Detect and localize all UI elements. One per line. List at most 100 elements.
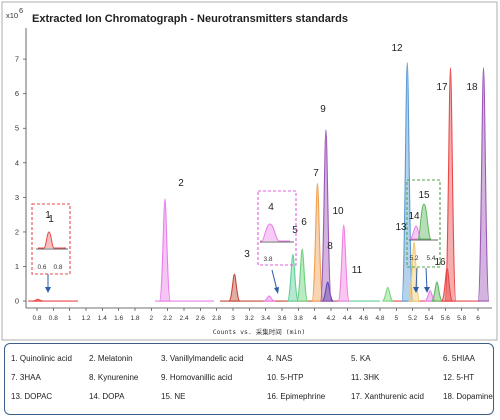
- x-tick-label: 1: [68, 315, 72, 322]
- x-tick-label: 4.2: [326, 315, 335, 322]
- peak-label-17: 17: [436, 82, 448, 93]
- legend-item: 11. 3HK: [351, 373, 380, 382]
- peak-label-3: 3: [244, 249, 250, 260]
- inset-4-peak: [260, 223, 290, 242]
- legend-item: 12. 5-HT: [443, 373, 475, 382]
- legend-item: 6. 5HIAA: [443, 354, 476, 363]
- x-tick-label: 3: [231, 315, 235, 322]
- legend-item: 1. Quinolinic acid: [11, 354, 72, 363]
- peak-label-5: 5: [292, 225, 298, 236]
- legend-item: 14. DOPA: [89, 392, 125, 401]
- x-axis-label: Counts vs. 采集时间 (min): [213, 327, 306, 336]
- y-tick-label: 1: [15, 262, 19, 271]
- x-tick-label: 2.6: [196, 315, 205, 322]
- chart-title: Extracted Ion Chromatograph - Neurotrans…: [32, 13, 348, 25]
- inset-15-label: 15: [418, 190, 430, 201]
- x-tick-label: 3.6: [277, 315, 286, 322]
- peak-15: [430, 281, 443, 302]
- inset-1-box: [31, 203, 71, 275]
- peak-17: [444, 67, 457, 302]
- peak-10: [337, 224, 350, 302]
- peak-label-7: 7: [313, 168, 319, 179]
- inset-14-15-tick: 5.4: [426, 255, 435, 262]
- inset-4-box: [257, 190, 297, 266]
- x-tick-label: 1.6: [114, 315, 123, 322]
- y-tick-label: 7: [15, 55, 19, 64]
- inset-14-15-box: [406, 179, 441, 268]
- inset-4-arrow: [271, 269, 278, 291]
- x-tick-label: 5.8: [457, 315, 466, 322]
- legend-item: 10. 5-HTP: [267, 373, 304, 382]
- legend-item: 8. Kynurenine: [89, 373, 139, 382]
- peak-5: [286, 253, 299, 302]
- peak-6: [296, 248, 309, 302]
- legend-item: 15. NE: [161, 392, 186, 401]
- peak-label-1: 1: [45, 210, 51, 221]
- x-tick-label: 1.4: [98, 315, 107, 322]
- legend-item: 7. 3HAA: [11, 373, 41, 382]
- x-tick-label: 2.8: [212, 315, 221, 322]
- peak-9: [319, 129, 332, 302]
- inset-4-tick: 3.8: [263, 256, 272, 263]
- x-tick-label: 4.4: [343, 315, 352, 322]
- legend-item: 13. DOPAC: [11, 392, 53, 401]
- x-tick-label: 3.8: [294, 315, 303, 322]
- peak-label-18: 18: [466, 82, 478, 93]
- peak-8: [321, 281, 334, 302]
- inset-14-15-tick: 5.2: [409, 255, 418, 262]
- x-tick-label: 2.4: [179, 315, 188, 322]
- peak-label-8: 8: [327, 241, 333, 252]
- inset-1-label: 1: [48, 214, 54, 225]
- peak-4: [263, 295, 275, 302]
- peak-label-12: 12: [391, 43, 403, 54]
- inset-14-arrowhead: [413, 287, 419, 293]
- x-tick-label: 6: [476, 315, 480, 322]
- peak-label-6: 6: [301, 217, 307, 228]
- peak-label-2: 2: [178, 178, 184, 189]
- peak-7: [311, 183, 324, 302]
- x-tick-label: 3.4: [261, 315, 270, 322]
- peak-3: [228, 273, 241, 302]
- x-tick-label: 5.6: [441, 315, 450, 322]
- inset-4-arrowhead: [274, 287, 279, 294]
- y-tick-label: 0: [15, 297, 19, 306]
- peak-18: [477, 67, 490, 302]
- x-tick-label: 4.8: [375, 315, 384, 322]
- peak-label-9: 9: [320, 104, 326, 115]
- x-tick-label: 5: [395, 315, 399, 322]
- x-tick-label: 1.8: [130, 315, 139, 322]
- legend-item: 9. Homovanillic acid: [161, 373, 233, 382]
- legend-item: 2. Melatonin: [89, 354, 133, 363]
- peak-11: [382, 286, 394, 302]
- peak-label-13: 13: [395, 222, 407, 233]
- x-tick-label: 4.6: [359, 315, 368, 322]
- x-tick-label: 5.2: [408, 315, 417, 322]
- x-tick-label: 1.2: [81, 315, 90, 322]
- x-tick-label: 0.8: [32, 315, 41, 322]
- inset-15-arrowhead: [424, 287, 430, 293]
- y-scale-label: x10: [6, 11, 18, 20]
- inset-4-label: 4: [268, 202, 274, 213]
- x-tick-label: 4: [313, 315, 317, 322]
- peak-2: [158, 198, 171, 302]
- inset-1-arrowhead: [45, 287, 51, 293]
- y-tick-label: 5: [15, 124, 19, 133]
- chromatogram-chart: Extracted Ion Chromatograph - Neurotrans…: [1, 1, 498, 341]
- x-tick-label: 0.8: [49, 315, 58, 322]
- peak-12: [401, 62, 414, 302]
- x-tick-label: 2: [150, 315, 154, 322]
- peak-13: [408, 241, 421, 302]
- inset-14-peak: [409, 225, 422, 240]
- y-tick-label: 3: [15, 193, 19, 202]
- inset-1-tick: 0.8: [53, 264, 62, 271]
- y-tick-label: 4: [15, 158, 19, 167]
- inset-1-tick: 0.6: [37, 264, 46, 271]
- legend-item: 18. Dopamine: [443, 392, 493, 401]
- y-scale-exponent: 6: [19, 6, 23, 15]
- legend-item: 5. KA: [351, 354, 371, 363]
- inset-15-peak: [417, 203, 432, 240]
- legend-item: 4. NAS: [267, 354, 293, 363]
- peak-label-11: 11: [352, 265, 363, 276]
- x-tick-label: 5.4: [424, 315, 433, 322]
- legend-item: 16. Epimephrine: [267, 392, 326, 401]
